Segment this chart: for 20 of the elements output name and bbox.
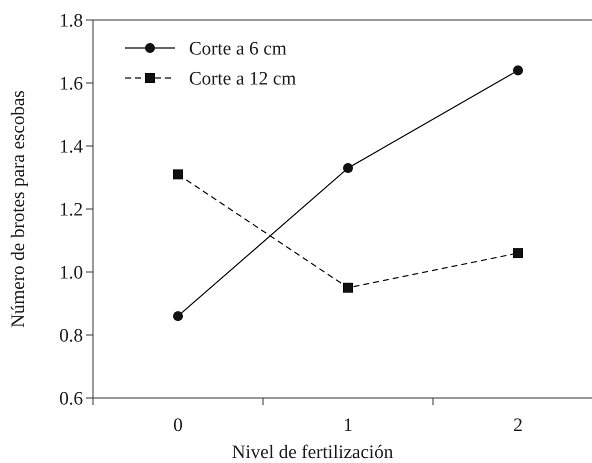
y-tick-label: 1.4 bbox=[59, 136, 84, 158]
point bbox=[513, 65, 523, 76]
legend-label: Corte a 6 cm bbox=[189, 38, 287, 60]
x-axis-title: Nivel de fertilización bbox=[232, 442, 394, 463]
y-tick-label: 0.6 bbox=[59, 388, 83, 410]
legend-label: Corte a 12 cm bbox=[189, 68, 296, 90]
y-tick-label: 0.8 bbox=[59, 326, 83, 347]
point bbox=[343, 163, 353, 174]
y-tick-label: 1.0 bbox=[59, 262, 83, 284]
y-axis-title: Número de brotes para escobas bbox=[8, 90, 29, 328]
y-tick-label: 1.6 bbox=[59, 74, 83, 95]
point bbox=[513, 248, 523, 258]
x-tick-label: 0 bbox=[173, 415, 183, 436]
point bbox=[173, 169, 183, 180]
point bbox=[173, 311, 183, 322]
x-tick-label: 1 bbox=[343, 415, 353, 436]
x-tick-label: 2 bbox=[513, 415, 523, 436]
y-tick-label: 1.2 bbox=[59, 200, 83, 221]
y-tick-label: 1.8 bbox=[59, 10, 83, 32]
point bbox=[343, 282, 353, 293]
